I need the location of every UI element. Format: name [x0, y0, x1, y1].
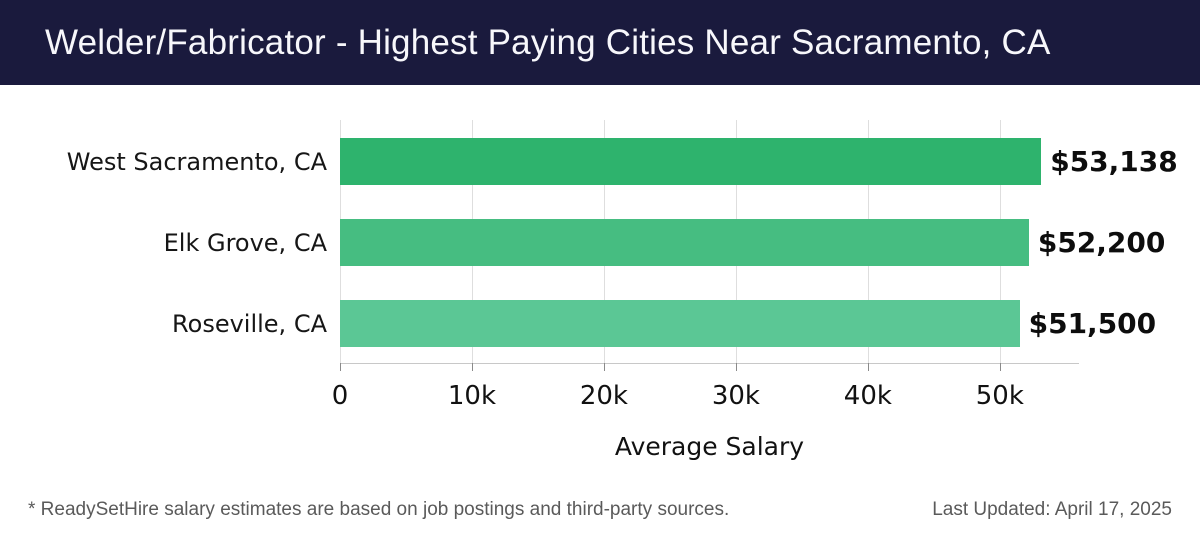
bar-roseville-ca — [340, 300, 1020, 347]
x-tick-label: 10k — [447, 381, 497, 411]
bar-category-label: Roseville, CA — [172, 309, 327, 338]
x-tick-mark — [867, 363, 869, 371]
bar-category-label: West Sacramento, CA — [66, 147, 327, 176]
x-tick-label: 50k — [975, 381, 1024, 411]
chart-title: Welder/Fabricator - Highest Paying Citie… — [45, 23, 1051, 62]
x-axis-label: Average Salary — [614, 432, 805, 461]
x-tick-label: 40k — [843, 381, 892, 411]
bar-category-label: Elk Grove, CA — [163, 228, 327, 257]
bar-elk-grove-ca — [340, 219, 1029, 266]
x-tick-label: 0 — [331, 381, 349, 411]
chart-header: Welder/Fabricator - Highest Paying Citie… — [0, 0, 1200, 85]
x-tick-label: 30k — [711, 381, 760, 411]
bar-row: West Sacramento, CA $53,138 — [0, 138, 1200, 185]
x-tick-mark — [735, 363, 737, 371]
x-tick-label: 20k — [579, 381, 628, 411]
bar-value-label: $52,200 — [1037, 226, 1166, 259]
disclaimer-text: * ReadySetHire salary estimates are base… — [28, 499, 730, 520]
x-tick-mark — [471, 363, 473, 371]
bar-west-sacramento-ca — [340, 138, 1042, 185]
bar-value-label: $51,500 — [1028, 307, 1157, 340]
bar-value-label: $53,138 — [1050, 145, 1178, 178]
bar-row: Roseville, CA $51,500 — [0, 300, 1200, 347]
x-tick-mark — [340, 363, 341, 371]
x-tick-mark — [603, 363, 605, 371]
x-axis-line — [340, 363, 1079, 364]
bar-row: Elk Grove, CA $52,200 — [0, 219, 1200, 266]
last-updated-text: Last Updated: April 17, 2025 — [932, 499, 1172, 520]
x-tick-mark — [999, 363, 1001, 371]
